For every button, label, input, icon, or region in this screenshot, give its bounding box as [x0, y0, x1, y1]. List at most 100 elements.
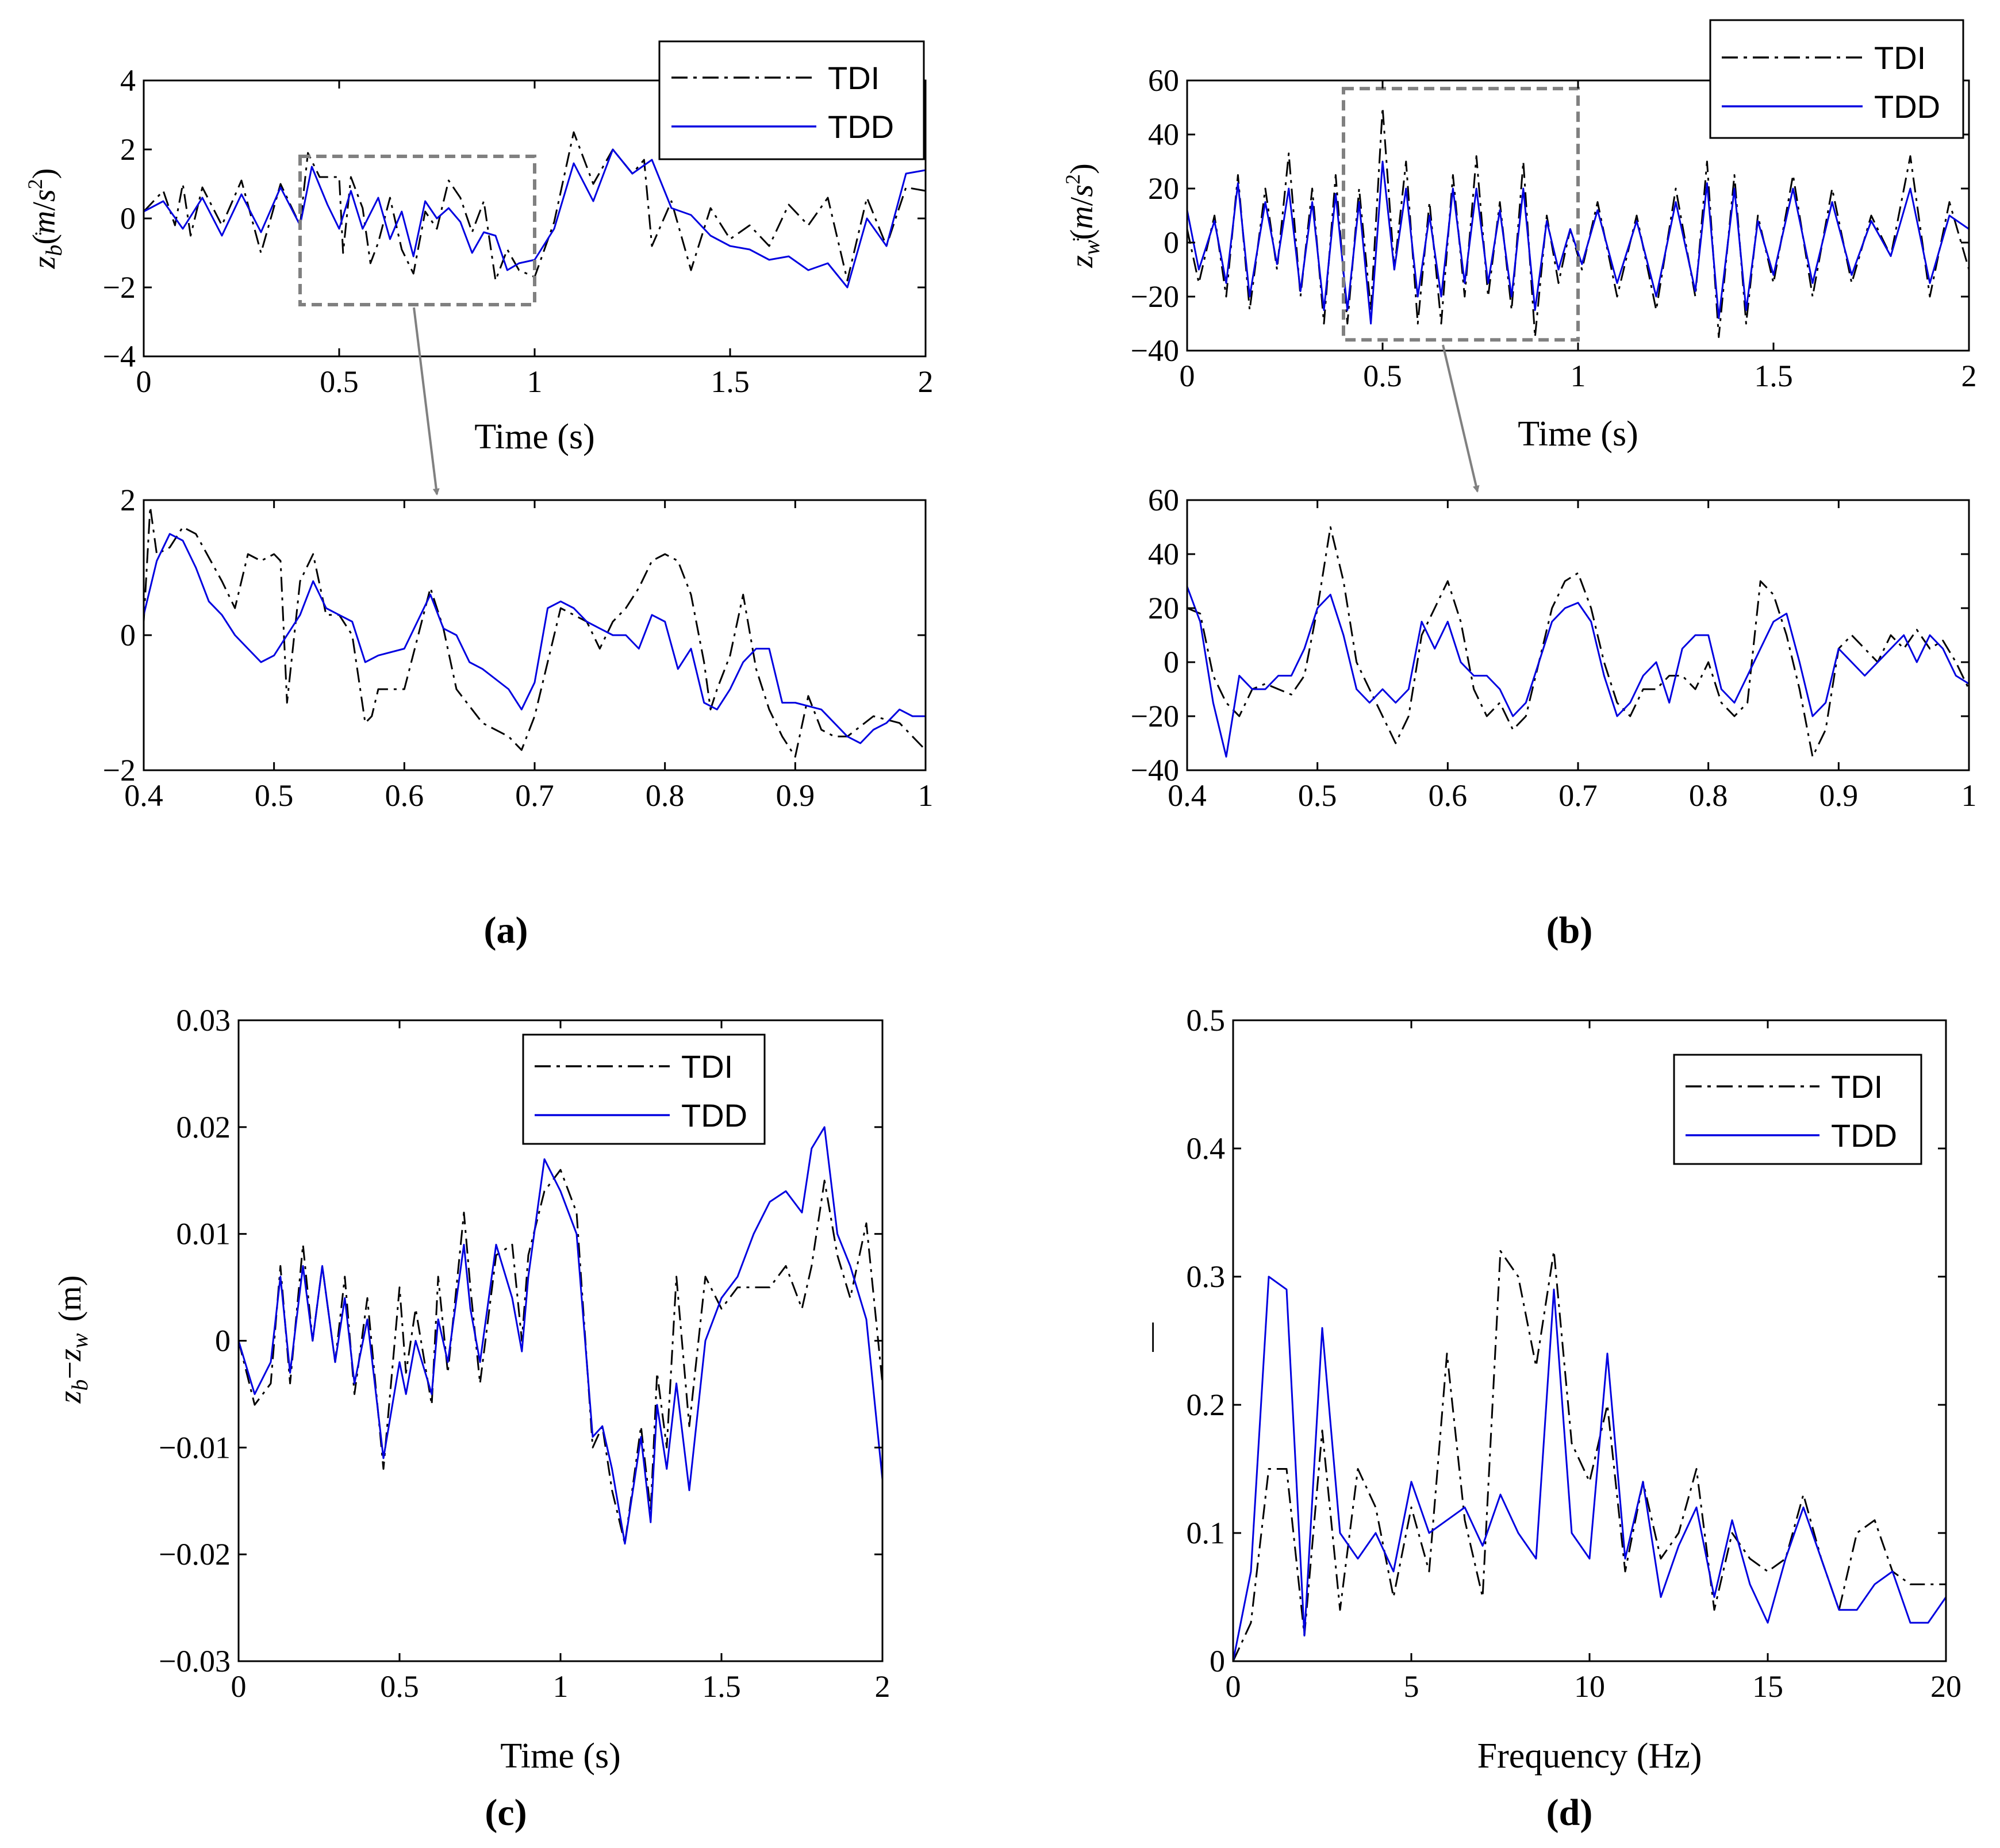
b-zoom-xtick-label: 0.6	[1429, 778, 1468, 813]
d-ytick-label: 0.3	[1187, 1259, 1226, 1294]
svg-text:TDI: TDI	[1874, 40, 1926, 76]
a-main-ytick-label: −2	[103, 270, 136, 305]
c-ytick-label: 0.01	[176, 1217, 231, 1251]
c-ytick-label: 0	[215, 1324, 231, 1358]
b-zoom-xtick-label: 0.4	[1168, 778, 1207, 813]
c-series-tdd	[237, 1126, 884, 1545]
b-zoom-xtick-label: 0.8	[1689, 778, 1728, 813]
a-main-series-tdi	[143, 131, 926, 282]
c-xtick-label: 1	[553, 1669, 569, 1704]
b-zoom-xtick-label: 1	[1961, 778, 1977, 813]
b-zoom-ytick-label: 40	[1148, 537, 1179, 571]
panel-c-chart: 0 0.5 1 1.5 2 −0.03 −0.02 −0.01 0 0.01 0.02 0.03 zb…	[52, 1003, 890, 1776]
b-main-ytick-label: 20	[1148, 171, 1179, 206]
b-zoom-xtick-label: 0.9	[1819, 778, 1859, 813]
b-main-xtick-label: 0.5	[1363, 359, 1402, 393]
a-main-ytick-label: −4	[103, 339, 136, 374]
a-zoom-xtick-label: 0.6	[385, 778, 424, 813]
a-zoom-xtick-label: 0.4	[124, 778, 163, 813]
panel-b-legend: TDI TDD	[1709, 19, 1964, 139]
b-zoom-series-tdd	[1186, 586, 1970, 758]
d-ytick-label: 0.4	[1187, 1131, 1226, 1166]
b-main-xtick-label: 2	[1961, 359, 1977, 393]
a-zoom-axes-frame	[143, 499, 927, 771]
panel-b-xlabel: Time (s)	[1518, 414, 1638, 454]
d-xtick-label: 10	[1574, 1669, 1605, 1704]
svg-text:TDD: TDD	[1831, 1117, 1897, 1154]
a-zoom-xtick-label: 0.5	[255, 778, 294, 813]
b-zoom-ytick-label: 60	[1148, 483, 1179, 517]
b-zoom-xtick-label: 0.7	[1558, 778, 1598, 813]
svg-text:TDI: TDI	[681, 1048, 733, 1085]
panel-b-caption: (b)	[1546, 909, 1593, 951]
a-main-xtick-label: 1.5	[711, 364, 750, 399]
panel-b-ylabel: zw(m/s2)	[1061, 163, 1104, 268]
panel-d-chart: 0 5 10 15 20 0 0.1 0.2 0.3 0.4 0.5 | Frequency (Hz…	[1150, 1003, 1961, 1776]
b-zoom-ytick-label: 0	[1164, 645, 1179, 679]
panel-a-zoom-chart: 0.4 0.5 0.6 0.7 0.8 0.9 1 −2 0 2	[103, 483, 934, 813]
a-main-xtick-label: 0	[136, 364, 152, 399]
a-main-series-tdd	[143, 148, 926, 289]
d-xtick-label: 15	[1752, 1669, 1783, 1704]
c-xtick-label: 2	[875, 1669, 890, 1704]
d-xtick-label: 0	[1226, 1669, 1241, 1704]
panel-c-ylabel: zb−zw(m)	[52, 1275, 93, 1404]
d-ytick-label: 0.1	[1187, 1516, 1226, 1550]
panel-c-xlabel: Time (s)	[500, 1736, 621, 1776]
d-series-tdi	[1232, 1250, 1946, 1662]
b-main-ytick-label: −40	[1131, 333, 1179, 368]
panel-d-caption: (d)	[1546, 1792, 1593, 1834]
c-xtick-label: 1.5	[702, 1669, 741, 1704]
svg-text:TDD: TDD	[681, 1097, 747, 1134]
a-main-ytick-label: 2	[120, 132, 136, 167]
a-main-ytick-label: 0	[120, 201, 136, 236]
b-zoom-ytick-label: 20	[1148, 591, 1179, 625]
c-ytick-label: 0.03	[176, 1003, 231, 1038]
d-ytick-label: 0.5	[1187, 1003, 1226, 1038]
svg-text:TDI: TDI	[1831, 1069, 1883, 1105]
b-main-series-tdd	[1186, 160, 1970, 325]
b-main-ytick-label: 40	[1148, 117, 1179, 152]
b-main-ytick-label: −20	[1131, 279, 1179, 314]
b-main-series-tdi	[1186, 106, 1970, 338]
panel-a-ylabel: zb(m/s2)	[24, 168, 67, 270]
b-main-xtick-label: 1.5	[1754, 359, 1793, 393]
c-ytick-label: −0.01	[159, 1430, 231, 1465]
a-zoom-xtick-label: 0.9	[776, 778, 815, 813]
panel-a-legend: TDI TDD	[658, 40, 925, 160]
svg-text:TDI: TDI	[828, 60, 880, 96]
panel-b-ylabel-dots: ¨	[1072, 232, 1080, 258]
a-zoom-ytick-label: −2	[103, 753, 136, 787]
c-ytick-label: −0.02	[159, 1537, 231, 1572]
a-zoom-xtick-label: 0.7	[515, 778, 554, 813]
b-main-xtick-label: 1	[1571, 359, 1586, 393]
a-main-zoom-box	[298, 155, 536, 306]
b-main-ytick-label: 0	[1164, 225, 1179, 260]
d-ytick-label: 0	[1210, 1644, 1225, 1678]
panel-b-zoom-arrow	[1442, 344, 1480, 493]
svg-text:TDD: TDD	[828, 109, 894, 145]
panel-c-legend: TDI TDD	[522, 1034, 766, 1145]
a-zoom-xtick-label: 1	[918, 778, 934, 813]
panel-d-ylabel: |	[1150, 1317, 1156, 1353]
a-main-ytick-label: 4	[120, 63, 136, 98]
a-zoom-series-tdi	[143, 506, 927, 758]
d-series-tdd	[1232, 1275, 1947, 1662]
d-ytick-label: 0.2	[1187, 1388, 1226, 1422]
a-zoom-series-tdd	[143, 533, 926, 744]
a-main-xtick-label: 1	[527, 364, 543, 399]
panel-a-caption: (a)	[484, 909, 528, 951]
panel-a-zoom-arrow	[413, 307, 440, 495]
a-main-xtick-label: 0.5	[320, 364, 359, 399]
b-zoom-axes-frame	[1186, 499, 1970, 771]
a-zoom-ytick-label: 0	[120, 618, 136, 652]
b-main-xtick-label: 0	[1180, 359, 1195, 393]
panel-b-main-chart: 0 0.5 1 1.5 2 −40 −20 0 20 40 60 zw(m/s2) ¨ Time (…	[1061, 19, 1977, 454]
b-zoom-ytick-label: −40	[1131, 753, 1179, 787]
a-main-xtick-label: 2	[918, 364, 934, 399]
c-xtick-label: 0	[231, 1669, 247, 1704]
panel-b-zoom-chart: 0.4 0.5 0.6 0.7 0.8 0.9 1 −40 −20 0 20 40 60	[1131, 483, 1977, 813]
panel-d-xlabel: Frequency (Hz)	[1477, 1736, 1702, 1776]
b-main-zoom-box	[1342, 87, 1580, 342]
